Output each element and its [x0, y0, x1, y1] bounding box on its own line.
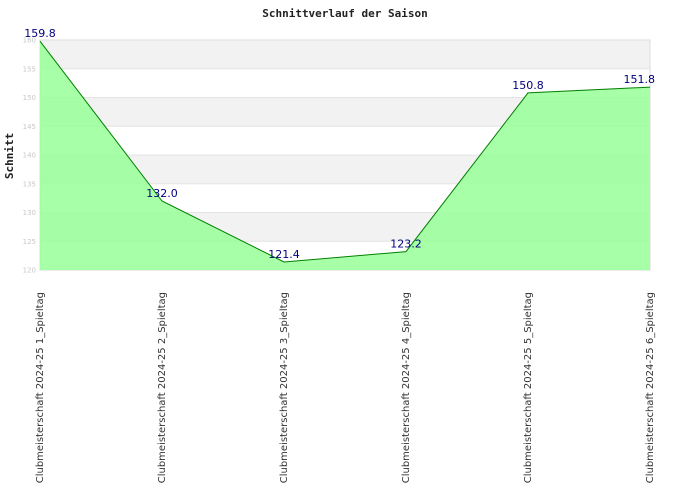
x-tick-label: Clubmeisterschaft 2024-25 6_Spieltag: [645, 292, 656, 483]
y-tick-label: 125: [23, 238, 36, 246]
y-tick-label: 150: [23, 94, 36, 102]
data-label: 159.8: [24, 27, 56, 40]
grid-band: [40, 40, 650, 69]
x-tick-label: Clubmeisterschaft 2024-25 3_Spieltag: [279, 292, 290, 483]
x-tick-label: Clubmeisterschaft 2024-25 1_Spieltag: [35, 292, 46, 483]
data-label: 121.4: [268, 248, 300, 261]
area-layer: [39, 40, 651, 271]
series-line: [39, 40, 651, 263]
y-axis: 120 125 130 135 140 145 150 155 160: [23, 37, 36, 275]
x-axis: Clubmeisterschaft 2024-25 1_Spieltag Club…: [35, 292, 656, 483]
data-label: 150.8: [512, 79, 544, 92]
y-tick-label: 140: [23, 152, 36, 160]
chart-title: Schnittverlauf der Saison: [262, 7, 428, 20]
y-tick-label: 155: [23, 65, 36, 73]
data-label: 151.8: [624, 73, 656, 86]
y-axis-label: Schnitt: [3, 133, 16, 179]
data-label: 123.2: [390, 238, 422, 251]
x-tick-label: Clubmeisterschaft 2024-25 2_Spieltag: [157, 292, 168, 483]
data-labels: 159.8 132.0 121.4 123.2 150.8 151.8: [24, 27, 655, 261]
y-tick-label: 135: [23, 180, 36, 188]
y-tick-label: 120: [23, 267, 36, 275]
x-tick-label: Clubmeisterschaft 2024-25 5_Spieltag: [523, 292, 534, 483]
x-tick-label: Clubmeisterschaft 2024-25 4_Spieltag: [401, 292, 412, 483]
y-tick-label: 145: [23, 123, 36, 131]
area-fill: [40, 41, 650, 271]
y-tick-label: 130: [23, 209, 36, 217]
y-tick-label: 160: [23, 37, 36, 45]
data-label: 132.0: [146, 187, 178, 200]
